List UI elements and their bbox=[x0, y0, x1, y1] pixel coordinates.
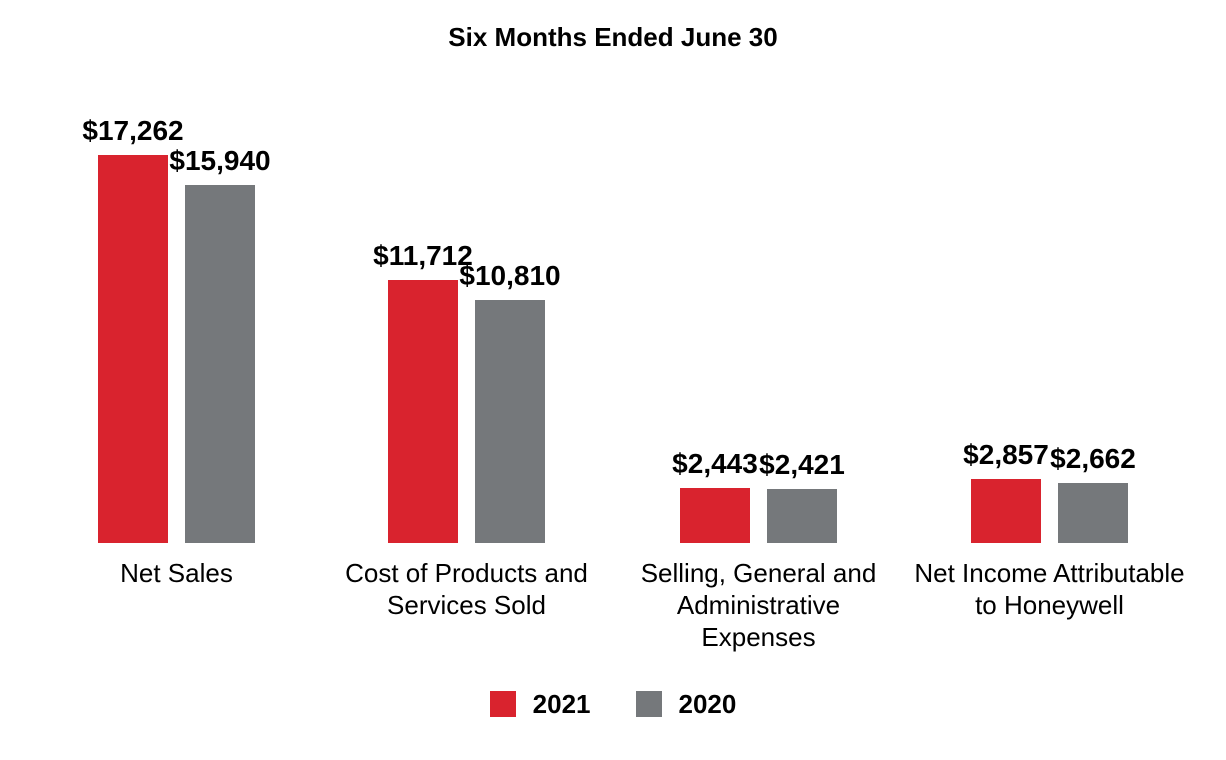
legend-label: 2021 bbox=[532, 689, 591, 719]
bar-2020 bbox=[1058, 483, 1128, 543]
category-label-line: Expenses bbox=[701, 622, 816, 652]
category-label-line: Net Sales bbox=[120, 558, 233, 588]
bar-value-label: $15,940 bbox=[169, 145, 271, 176]
legend: 2021 2020 bbox=[0, 691, 1226, 717]
legend-swatch bbox=[489, 691, 516, 717]
category-label-line: Net Income Attributable bbox=[914, 558, 1185, 588]
bar-2021 bbox=[98, 155, 168, 543]
bar-2021 bbox=[388, 280, 458, 543]
legend-swatch bbox=[635, 691, 662, 717]
legend-label: 2020 bbox=[678, 689, 737, 719]
category-label-line: Cost of Products and bbox=[345, 558, 588, 588]
category-label-line: Services Sold bbox=[387, 590, 546, 620]
chart-title: Six Months Ended June 30 bbox=[448, 22, 778, 52]
bar-value-label: $2,662 bbox=[1050, 443, 1136, 474]
bar-2021 bbox=[971, 479, 1041, 543]
category-label-line: Selling, General and bbox=[640, 558, 877, 588]
bar-value-label: $11,712 bbox=[373, 240, 473, 271]
bar-2020 bbox=[475, 300, 545, 543]
legend-item-2021: 2021 bbox=[489, 689, 591, 719]
category-label: Selling, General and Administrative Expens… bbox=[599, 557, 919, 653]
category-label-line: to Honeywell bbox=[975, 590, 1124, 620]
category-label: Net Sales bbox=[17, 557, 337, 589]
bar-value-label: $2,421 bbox=[759, 449, 845, 480]
legend-item-2020: 2020 bbox=[635, 689, 737, 719]
bar-value-label: $2,443 bbox=[672, 448, 758, 479]
bar-value-label: $17,262 bbox=[82, 115, 184, 146]
category-label-line: Administrative bbox=[676, 590, 841, 620]
bar-2020 bbox=[185, 185, 255, 543]
bar-value-label: $2,857 bbox=[963, 439, 1049, 470]
category-label: Cost of Products and Services Sold bbox=[307, 557, 627, 621]
bar-value-label: $10,810 bbox=[459, 260, 561, 291]
bar-2020 bbox=[767, 489, 837, 543]
category-label: Net Income Attributable to Honeywell bbox=[890, 557, 1210, 621]
bar-2021 bbox=[680, 488, 750, 543]
